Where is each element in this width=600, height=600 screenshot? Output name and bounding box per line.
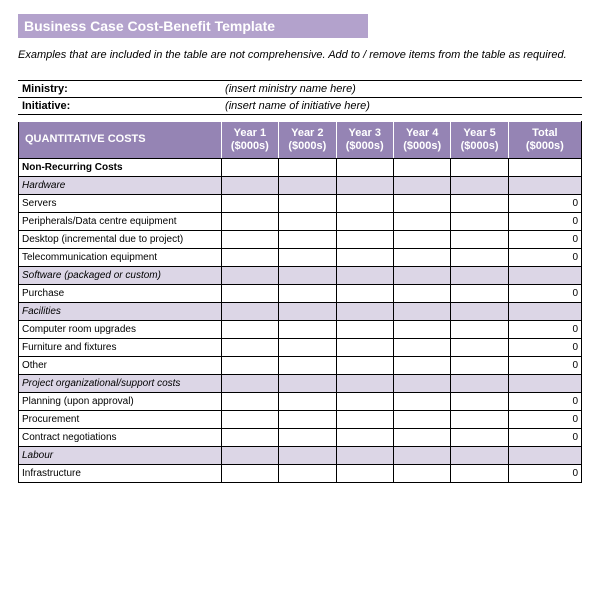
sub-software: Software (packaged or custom) — [19, 267, 582, 285]
sub-labour: Labour — [19, 447, 582, 465]
meta-table: Ministry: (insert ministry name here) In… — [18, 70, 582, 115]
th-y5: Year 5($000s) — [451, 121, 508, 158]
th-y4: Year 4($000s) — [393, 121, 450, 158]
th-total: Total($000s) — [508, 121, 581, 158]
row-contract: Contract negotiations0 — [19, 429, 582, 447]
row-desktop: Desktop (incremental due to project)0 — [19, 231, 582, 249]
row-servers: Servers0 — [19, 195, 582, 213]
row-planning: Planning (upon approval)0 — [19, 393, 582, 411]
ministry-value: (insert ministry name here) — [221, 80, 582, 97]
initiative-value: (insert name of initiative here) — [221, 97, 582, 114]
row-infrastructure: Infrastructure0 — [19, 465, 582, 483]
th-costs: QUANTITATIVE COSTS — [19, 121, 222, 158]
row-computerroom: Computer room upgrades0 — [19, 321, 582, 339]
th-y2: Year 2($000s) — [279, 121, 336, 158]
row-procurement: Procurement0 — [19, 411, 582, 429]
sub-hardware: Hardware — [19, 177, 582, 195]
document-title: Business Case Cost-Benefit Template — [18, 14, 368, 38]
row-purchase: Purchase0 — [19, 285, 582, 303]
section-nonrecurring: Non-Recurring Costs — [19, 159, 582, 177]
costs-table: QUANTITATIVE COSTS Year 1($000s) Year 2(… — [18, 121, 582, 483]
row-telecom: Telecommunication equipment0 — [19, 249, 582, 267]
row-peripherals: Peripherals/Data centre equipment0 — [19, 213, 582, 231]
row-other: Other0 — [19, 357, 582, 375]
sub-facilities: Facilities — [19, 303, 582, 321]
th-y3: Year 3($000s) — [336, 121, 393, 158]
ministry-label: Ministry: — [18, 80, 221, 97]
th-y1: Year 1($000s) — [221, 121, 278, 158]
sub-project-org: Project organizational/support costs — [19, 375, 582, 393]
document-subtitle: Examples that are included in the table … — [18, 48, 582, 62]
initiative-label: Initiative: — [18, 97, 221, 114]
row-furniture: Furniture and fixtures0 — [19, 339, 582, 357]
